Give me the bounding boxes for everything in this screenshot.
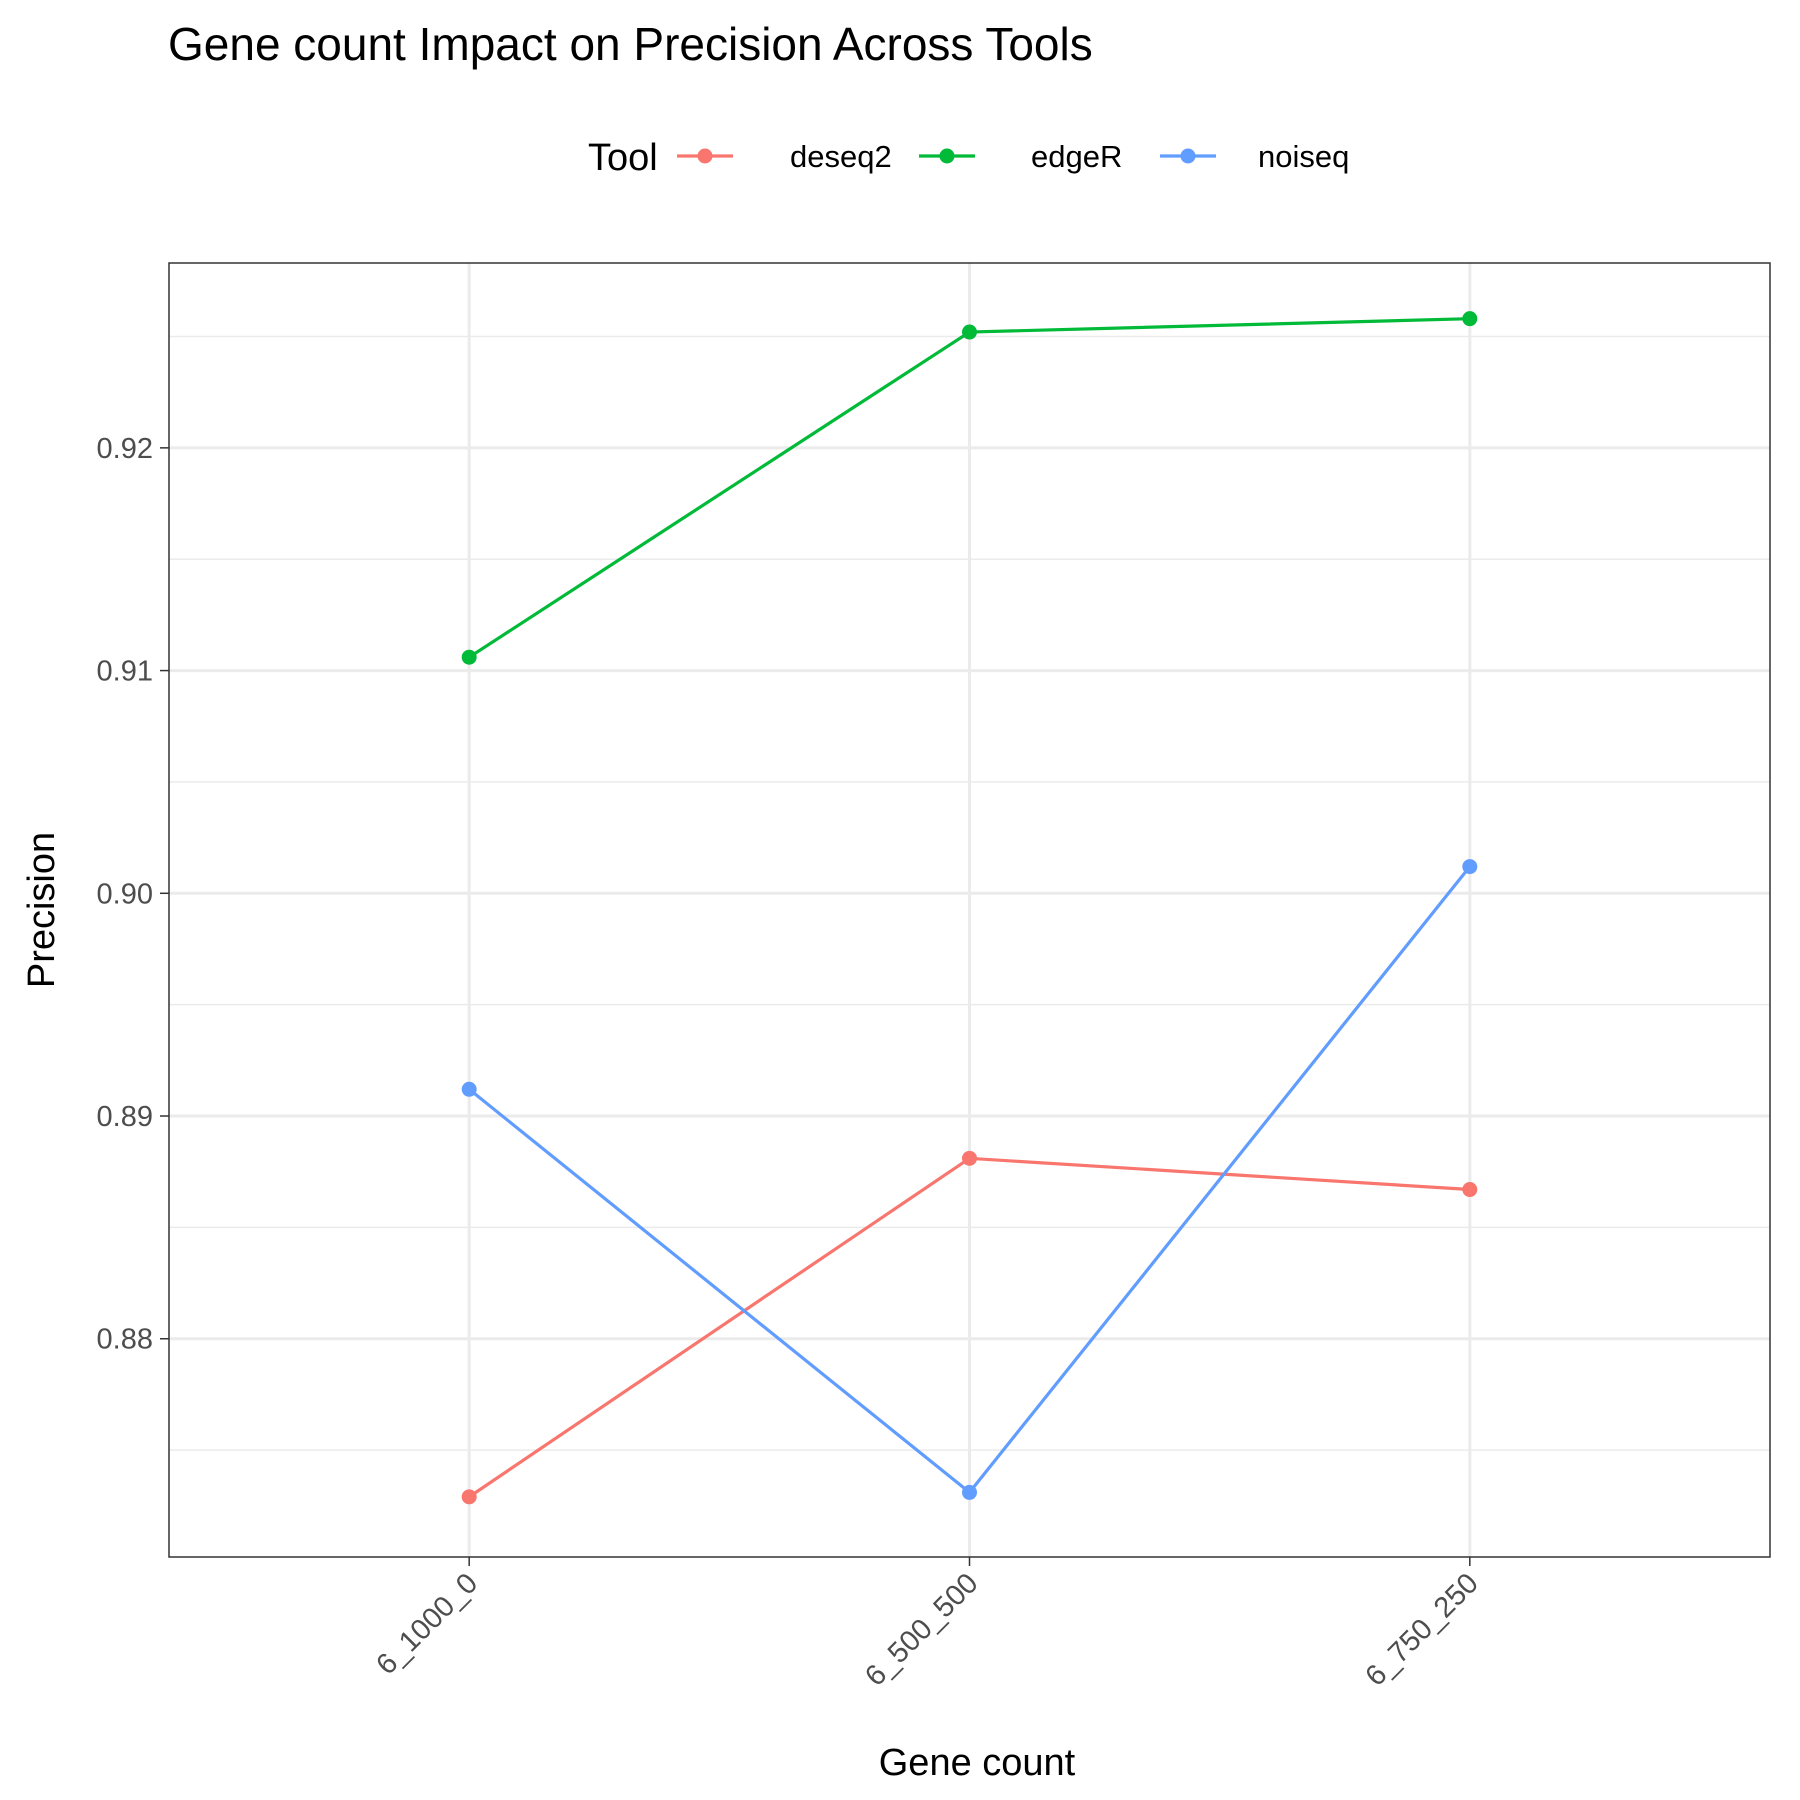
series-deseq2 [461, 1150, 1478, 1505]
y-axis-title: Precision [21, 832, 63, 988]
legend-label: noiseq [1258, 139, 1349, 174]
x-axis-title: Gene count [879, 1742, 1076, 1784]
y-axis: 0.88 0.89 0.90 0.91 0.92 [97, 433, 169, 1356]
legend: Tool deseq2 edgeR noiseq [588, 137, 1349, 179]
y-tick-label: 0.90 [97, 878, 153, 910]
data-point [1462, 1182, 1478, 1198]
data-point [461, 1489, 477, 1505]
series-edgeR [461, 311, 1478, 665]
data-point [962, 1484, 977, 1500]
data-point [962, 1150, 977, 1166]
data-point [461, 649, 477, 665]
y-tick-label: 0.92 [97, 433, 153, 465]
y-tick-label: 0.91 [97, 656, 153, 688]
y-tick-label: 0.88 [97, 1324, 153, 1356]
legend-item-noiseq: noiseq [1160, 139, 1349, 174]
data-point [1462, 311, 1478, 327]
grid-major [169, 263, 1770, 1557]
plot-panel [168, 262, 1771, 1558]
chart-title: Gene count Impact on Precision Across To… [168, 18, 1093, 70]
series-layer [461, 311, 1478, 1505]
data-point [962, 324, 977, 340]
data-point [461, 1081, 477, 1097]
legend-key-point [1180, 148, 1196, 164]
legend-label: deseq2 [790, 139, 892, 174]
legend-key-point [697, 148, 713, 164]
legend-label: edgeR [1031, 139, 1122, 174]
legend-title: Tool [588, 137, 658, 179]
legend-key-point [939, 148, 955, 164]
y-tick-label: 0.89 [97, 1101, 153, 1133]
data-point [1462, 859, 1478, 875]
legend-item-edgeR: edgeR [919, 139, 1122, 174]
legend-item-deseq2: deseq2 [677, 139, 892, 174]
series-noiseq [461, 859, 1478, 1500]
